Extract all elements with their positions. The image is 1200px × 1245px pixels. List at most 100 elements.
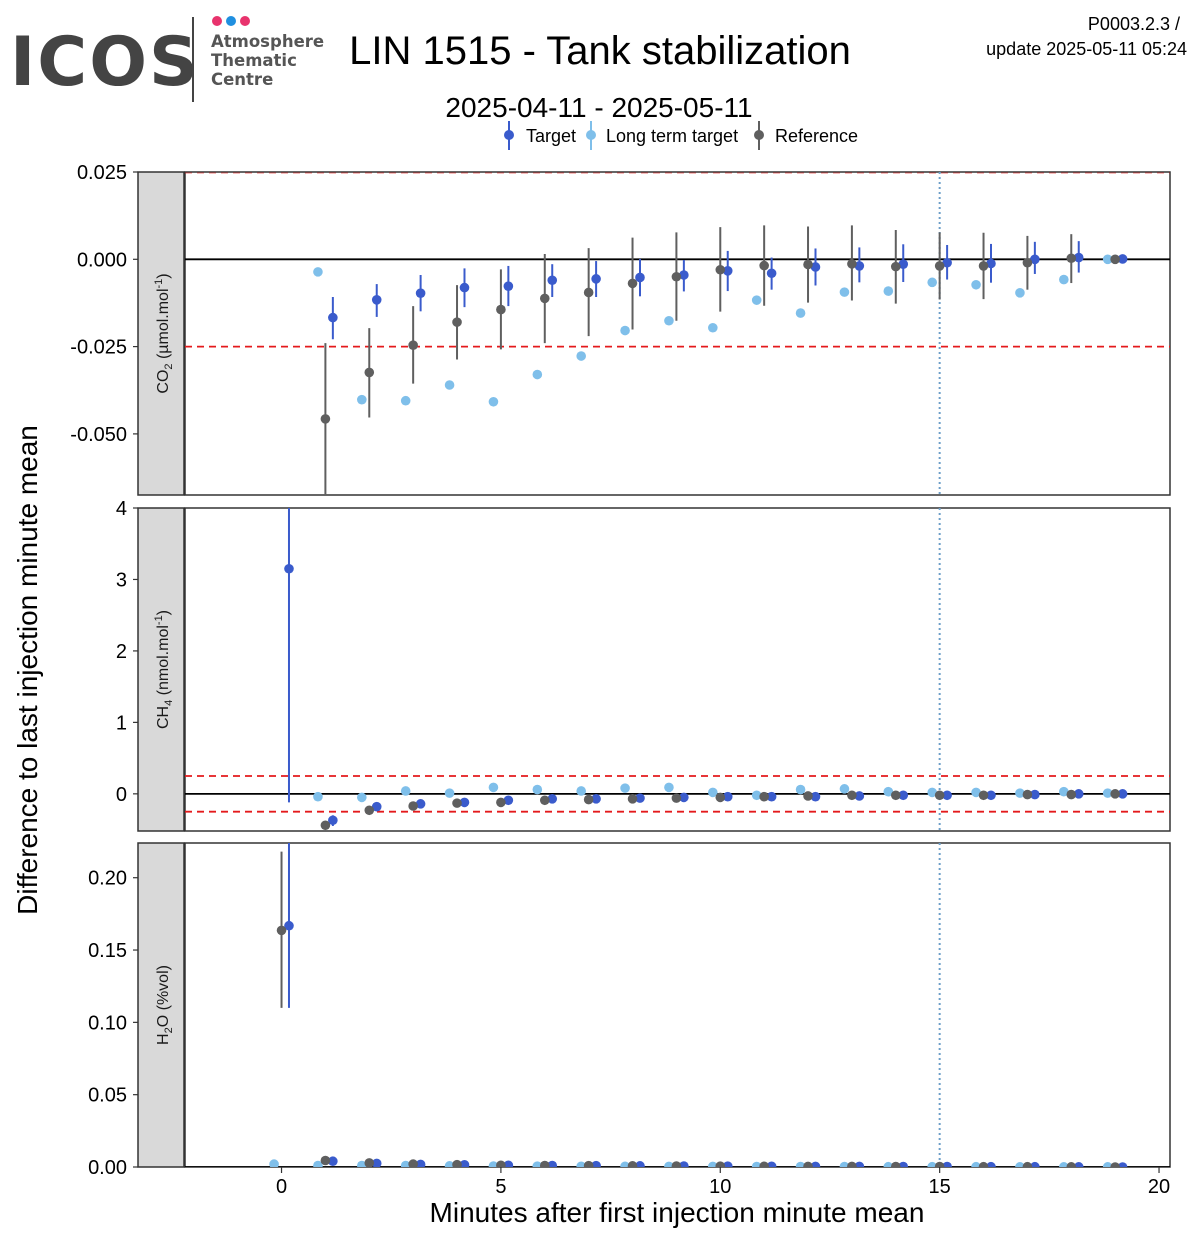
data-point [671, 1161, 682, 1167]
data-point [532, 369, 543, 380]
data-point [664, 1161, 674, 1167]
data-point [503, 1160, 514, 1167]
data-point [635, 1161, 645, 1167]
panel-strip-label: H2O (%vol) [155, 965, 175, 1045]
data-point [364, 367, 375, 378]
data-point [313, 267, 323, 277]
data-point [883, 286, 894, 296]
data-point [320, 1155, 331, 1166]
data-point [1073, 1162, 1084, 1167]
data-point [400, 395, 411, 406]
data-point [1022, 257, 1033, 268]
data-point [1066, 789, 1077, 800]
data-point [313, 1160, 323, 1167]
series-reference [320, 789, 1120, 831]
data-point [890, 1161, 901, 1167]
data-point [803, 1161, 813, 1167]
data-point [357, 394, 367, 405]
panel-strip [137, 507, 185, 832]
data-point [986, 1161, 996, 1167]
data-point [635, 793, 645, 803]
data-point [971, 787, 981, 798]
data-point [927, 787, 937, 798]
panel-frame [184, 842, 1171, 1168]
data-point [722, 266, 733, 276]
data-point [576, 351, 586, 361]
data-point [1117, 1162, 1128, 1167]
legend-item-longterm: Long term target [586, 121, 738, 150]
x-axis-title: Minutes after first injection minute mea… [430, 1197, 925, 1228]
data-point [942, 790, 952, 801]
data-point [408, 340, 418, 350]
data-point [539, 795, 550, 806]
data-point [1073, 789, 1084, 799]
data-point [328, 1156, 338, 1167]
panel-3: H2O (%vol) 0.20 0.15 0.10 0.05 0.00 [88, 842, 1171, 1179]
data-point [715, 792, 726, 803]
y-tick-label: 4 [116, 498, 127, 520]
data-point [627, 1161, 638, 1167]
data-point [1110, 789, 1120, 799]
data-point [503, 795, 514, 806]
data-point [679, 270, 689, 280]
data-point [576, 786, 586, 796]
panel-frame [184, 507, 1171, 832]
data-point [803, 259, 813, 270]
data-point [751, 1161, 762, 1167]
data-point [488, 1161, 499, 1167]
data-point [708, 787, 718, 798]
data-point [620, 325, 630, 336]
data-point [883, 1161, 894, 1167]
data-point [1073, 252, 1084, 263]
data-point [408, 1159, 418, 1167]
data-point [679, 1161, 689, 1167]
data-point [583, 287, 594, 298]
data-point [978, 1161, 989, 1167]
data-point [715, 264, 726, 275]
data-point [664, 782, 674, 793]
data-point [722, 791, 733, 802]
data-point [978, 790, 989, 801]
data-point [583, 1160, 594, 1167]
y-tick-label: -0.025 [70, 337, 127, 359]
logo-line-3: Centre [211, 70, 273, 89]
data-point [444, 1161, 455, 1167]
panel-strip [137, 842, 185, 1168]
data-point [459, 1160, 470, 1167]
data-point [1030, 789, 1040, 800]
data-point [934, 1161, 945, 1167]
data-point [496, 304, 506, 315]
data-point [934, 790, 945, 801]
legend-reference-dot [754, 130, 764, 140]
y-tick-label: -0.050 [70, 424, 127, 446]
legend-item-reference: Reference [754, 121, 858, 150]
data-point [759, 1161, 769, 1167]
data-point [320, 414, 331, 424]
data-point [284, 563, 294, 574]
legend: Target Long term target Reference [504, 121, 858, 150]
data-point [854, 1161, 865, 1167]
data-point [766, 268, 777, 279]
data-point [547, 1160, 558, 1167]
data-point [810, 1161, 821, 1167]
data-point [1066, 253, 1077, 264]
series-target [284, 508, 1128, 826]
data-point [591, 794, 601, 804]
logo-line-1: Atmosphere [211, 32, 324, 51]
y-tick-label: 0 [116, 784, 127, 806]
y-tick-label: 0.00 [88, 1157, 127, 1179]
data-point [400, 786, 411, 796]
data-point [328, 815, 338, 826]
data-point [408, 801, 418, 811]
data-point [795, 308, 806, 318]
data-point [847, 259, 857, 269]
x-axis: 0 5 10 15 20 [276, 1167, 1170, 1198]
data-point [364, 1158, 375, 1167]
series-longterm [313, 254, 1113, 407]
y-tick-label: 2 [116, 641, 127, 663]
data-point [328, 312, 338, 323]
data-point [284, 920, 294, 931]
data-point [839, 1161, 850, 1167]
y-tick-label: 3 [116, 569, 127, 591]
data-point [766, 1161, 777, 1167]
